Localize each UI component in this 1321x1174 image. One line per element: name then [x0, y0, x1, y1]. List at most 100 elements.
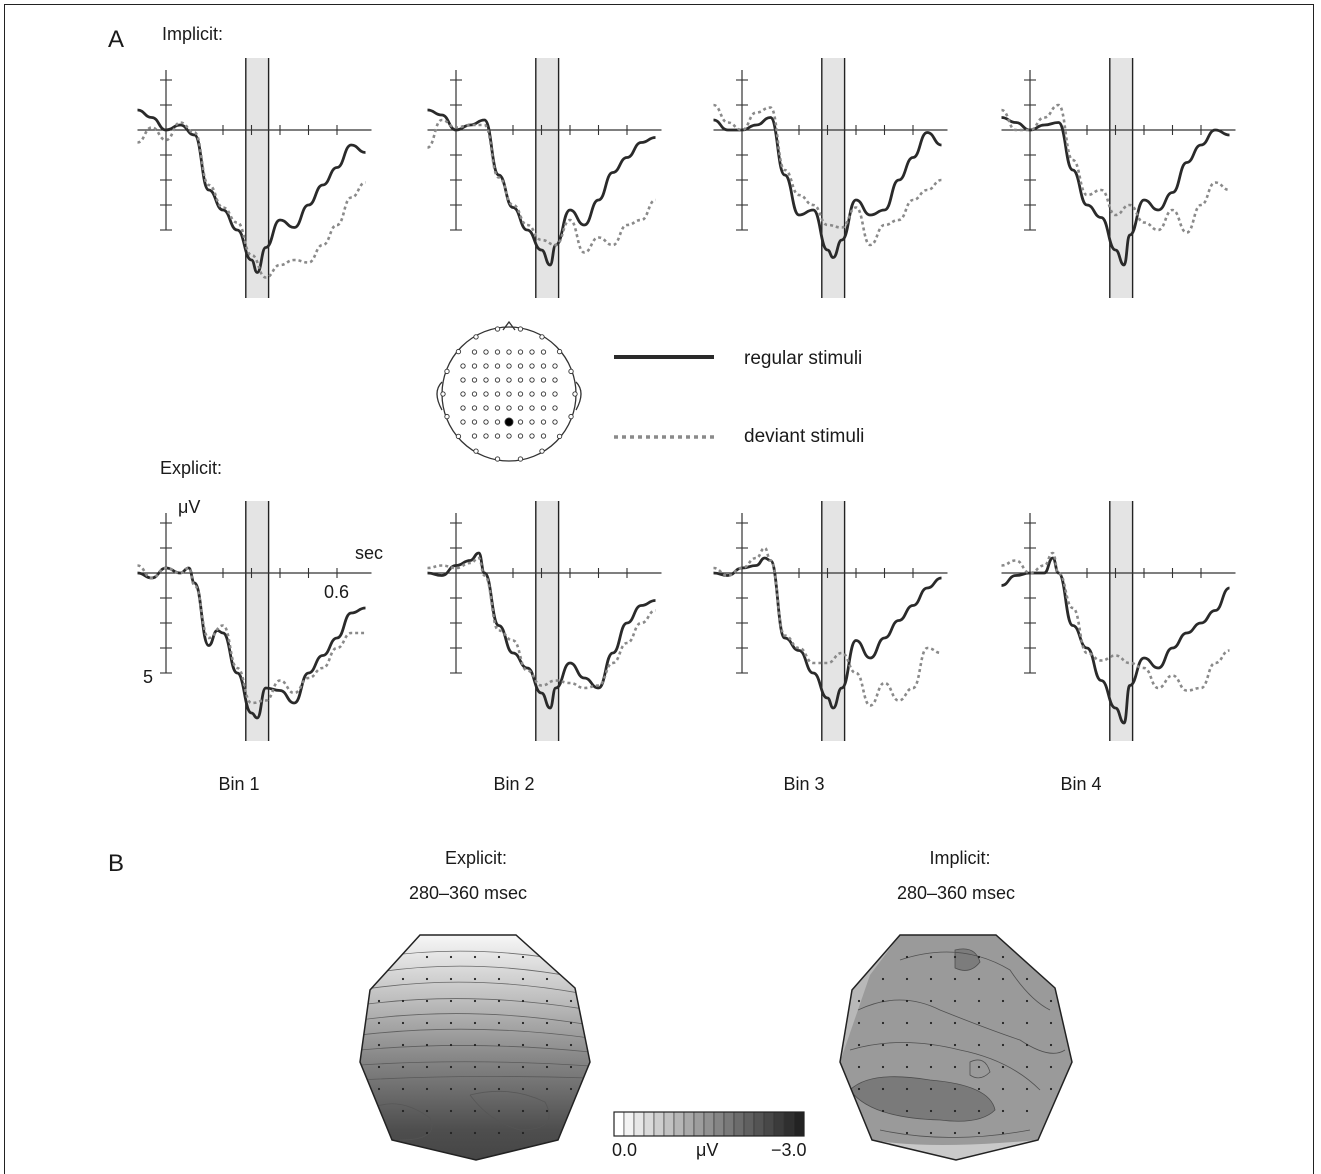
topo-electrode	[449, 977, 453, 981]
electrode	[540, 377, 547, 383]
topo-electrode	[929, 1043, 933, 1047]
topo-electrode	[977, 1131, 981, 1135]
topo-electrode	[545, 1087, 549, 1091]
regular-stimuli-line	[1001, 556, 1231, 725]
electrode	[506, 377, 512, 383]
colorbar-unit-label: μV	[696, 1140, 719, 1160]
topo-electrode	[953, 1065, 957, 1069]
topo-electrode	[905, 1021, 909, 1025]
topo-electrode	[425, 977, 429, 981]
topo-electrode	[425, 1087, 429, 1091]
electrode	[471, 349, 478, 355]
colorbar-cell	[753, 1111, 765, 1137]
regular-stimuli-line	[427, 551, 656, 710]
colorbar-cell	[763, 1111, 775, 1137]
electrode	[552, 391, 558, 397]
legend-regular-label: regular stimuli	[744, 348, 863, 369]
topo-electrode	[857, 1043, 861, 1047]
electrode	[552, 363, 558, 369]
topo-electrode	[929, 999, 933, 1003]
topo-electrode	[425, 1065, 429, 1069]
topo-electrode	[473, 1131, 477, 1135]
topo-electrode	[905, 977, 909, 981]
topo-electrode	[521, 955, 525, 959]
topo-electrode	[953, 1109, 957, 1113]
topo-electrode	[449, 1087, 453, 1091]
analysis-window	[821, 501, 845, 741]
electrode-head-icon	[436, 320, 582, 462]
selected-electrode	[504, 417, 514, 427]
topo-electrode	[449, 1021, 453, 1025]
electrode	[471, 405, 478, 411]
electrode	[539, 334, 545, 340]
topo-electrode	[929, 1131, 933, 1135]
topo-electrode	[425, 999, 429, 1003]
electrode	[529, 419, 535, 425]
panel-b-letter: B	[108, 850, 125, 877]
topo-electrode	[977, 1109, 981, 1113]
colorbar-cell	[723, 1111, 735, 1137]
topo-electrode	[857, 1087, 861, 1091]
topo-electrode	[953, 977, 957, 981]
electrode	[540, 349, 547, 355]
electrode	[506, 349, 512, 355]
topo-electrode	[1049, 1087, 1053, 1091]
topo-electrode	[473, 1087, 477, 1091]
topo-electrode	[977, 955, 981, 959]
topo-electrode	[977, 999, 981, 1003]
deviant-stimuli-line	[713, 103, 942, 247]
electrode	[540, 419, 547, 425]
erp-panel	[426, 58, 662, 298]
topo-electrode	[881, 977, 885, 981]
topo-electrode	[1001, 1065, 1005, 1069]
electrode	[494, 419, 501, 425]
bin-label: Bin 3	[783, 774, 825, 794]
electrode	[539, 448, 545, 454]
electrode	[552, 419, 558, 425]
electrode	[460, 377, 466, 383]
topo-electrode	[905, 999, 909, 1003]
topo-electrode	[569, 1021, 573, 1025]
topo-electrode	[929, 1021, 933, 1025]
colorbar-cell	[713, 1111, 725, 1137]
electrode	[444, 413, 450, 420]
topo-electrode	[449, 1131, 453, 1135]
electrode	[483, 433, 489, 439]
electrode	[517, 391, 524, 397]
topo-electrode	[929, 1065, 933, 1069]
topo-electrode	[1049, 1021, 1053, 1025]
electrode	[517, 405, 524, 411]
topo-electrode	[425, 1131, 429, 1135]
topo-electrode	[1001, 977, 1005, 981]
topo-electrode	[569, 999, 573, 1003]
topo-electrode	[1049, 1065, 1053, 1069]
bin-label: Bin 2	[493, 774, 535, 794]
topo-electrode	[1001, 1131, 1005, 1135]
electrode	[517, 456, 524, 462]
regular-stimuli-line	[137, 108, 366, 274]
colorbar-cell	[733, 1111, 745, 1137]
erp-plots	[137, 58, 1236, 741]
colorbar-border	[613, 1111, 805, 1137]
topo-electrode	[881, 1109, 885, 1113]
topo-electrode	[929, 1087, 933, 1091]
topo-electrode	[1001, 1087, 1005, 1091]
erp-panel	[137, 501, 372, 741]
electrode	[471, 391, 478, 397]
topo-electrode	[569, 1087, 573, 1091]
topo-electrode	[545, 999, 549, 1003]
electrode	[440, 391, 446, 397]
regular-stimuli-line	[713, 116, 942, 259]
topo-electrode	[1049, 999, 1053, 1003]
topo-electrode	[905, 955, 909, 959]
electrode	[494, 391, 501, 397]
topo-electrode	[497, 1131, 501, 1135]
topo-electrode	[497, 977, 501, 981]
topo-electrode	[473, 1043, 477, 1047]
colorbar-cell	[643, 1111, 655, 1137]
map-window: 280–360 msec	[408, 883, 528, 903]
topo-electrode	[449, 1109, 453, 1113]
map-title: Explicit:	[444, 848, 508, 868]
electrode	[506, 363, 512, 369]
